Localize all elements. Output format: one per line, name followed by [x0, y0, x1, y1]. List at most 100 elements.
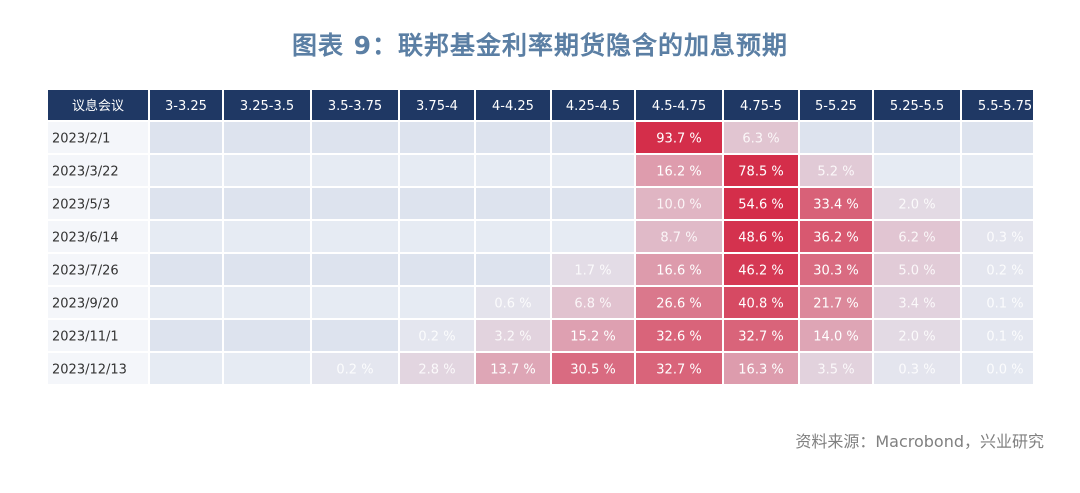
empty-cell — [150, 254, 222, 285]
cell-value-label: 15.2 % — [570, 330, 615, 345]
heatmap-cell — [636, 287, 722, 318]
cell-value-label: 30.3 % — [813, 264, 858, 279]
cell-value-label: 0.3 % — [898, 363, 935, 378]
empty-cell — [150, 188, 222, 219]
row-label: 2023/7/26 — [52, 264, 119, 279]
empty-cell — [400, 221, 474, 252]
cell-value-label: 5.2 % — [817, 165, 854, 180]
cell-value-label: 16.2 % — [656, 165, 701, 180]
heatmap-cell — [874, 221, 960, 252]
column-header-cell — [724, 90, 798, 120]
cell-value-label: 0.2 % — [986, 264, 1023, 279]
empty-cell — [224, 320, 310, 351]
row-label-cell — [48, 254, 148, 285]
cell-value-label: 13.7 % — [490, 363, 535, 378]
empty-cell — [224, 353, 310, 384]
heatmap-cell — [552, 254, 634, 285]
heatmap-cell — [636, 188, 722, 219]
heatmap-cell — [552, 320, 634, 351]
heatmap-cell — [874, 188, 960, 219]
cell-value-label: 21.7 % — [813, 297, 858, 312]
heatmap-cell — [476, 287, 550, 318]
empty-cell — [552, 221, 634, 252]
heatmap-cell — [800, 188, 872, 219]
heatmap-cell — [800, 221, 872, 252]
heatmap-cell — [724, 221, 798, 252]
empty-cell — [224, 188, 310, 219]
column-header-cell — [552, 90, 634, 120]
heatmap-chart: 议息会议 3-3.25 3.25-3.5 3.5-3.75 3.75-4 4-4.25 4.… — [48, 90, 1033, 384]
heatmap-cell — [476, 320, 550, 351]
heatmap-cell — [874, 254, 960, 285]
empty-cell — [150, 122, 222, 153]
heatmap-cell — [874, 353, 960, 384]
empty-cell — [224, 122, 310, 153]
column-header-cell — [800, 90, 872, 120]
empty-cell — [312, 320, 398, 351]
cell-value-label: 32.7 % — [738, 330, 783, 345]
column-header-label: 5.25-5.5 — [890, 99, 944, 114]
empty-cell — [400, 254, 474, 285]
heatmap-cell — [636, 254, 722, 285]
heatmap-cell — [400, 320, 474, 351]
cell-value-label: 6.8 % — [574, 297, 611, 312]
row-label-cell — [48, 353, 148, 384]
heatmap-cell — [552, 287, 634, 318]
empty-cell — [312, 287, 398, 318]
cell-value-label: 78.5 % — [738, 165, 783, 180]
heatmap-cell — [724, 254, 798, 285]
heatmap-cell — [400, 353, 474, 384]
cell-value-label: 0.1 % — [986, 330, 1023, 345]
source-note: 资料来源：Macrobond，兴业研究 — [795, 432, 1044, 451]
empty-cell — [476, 221, 550, 252]
empty-cell — [312, 221, 398, 252]
heatmap-cell — [800, 320, 872, 351]
cell-value-label: 8.7 % — [660, 231, 697, 246]
cell-value-label: 93.7 % — [656, 132, 701, 147]
heatmap-cell — [312, 353, 398, 384]
heatmap-cell — [724, 155, 798, 186]
heatmap-cell — [724, 188, 798, 219]
column-header-label: 4-4.25 — [492, 99, 534, 114]
heatmap-cell — [800, 155, 872, 186]
cell-value-label: 3.2 % — [494, 330, 531, 345]
cell-value-label: 5.0 % — [898, 264, 935, 279]
empty-cell — [224, 221, 310, 252]
empty-cell — [224, 155, 310, 186]
empty-cell — [312, 155, 398, 186]
cell-value-label: 0.1 % — [986, 297, 1023, 312]
empty-cell — [312, 254, 398, 285]
empty-cell — [874, 122, 960, 153]
cell-value-label: 54.6 % — [738, 198, 783, 213]
empty-cell — [552, 155, 634, 186]
empty-cell — [150, 155, 222, 186]
column-header-label: 3-3.25 — [165, 99, 207, 114]
column-header-cell — [874, 90, 960, 120]
column-header-label: 5.5-5.75 — [978, 99, 1032, 114]
heatmap-cell — [476, 353, 550, 384]
empty-cell — [962, 188, 1033, 219]
heatmap-cell — [724, 353, 798, 384]
column-header-cell — [150, 90, 222, 120]
column-header-cell — [962, 90, 1033, 120]
empty-cell — [476, 254, 550, 285]
empty-cell — [476, 122, 550, 153]
row-label: 2023/3/22 — [52, 165, 119, 180]
heatmap-cell — [874, 287, 960, 318]
cell-value-label: 40.8 % — [738, 297, 783, 312]
cell-value-label: 0.2 % — [336, 363, 373, 378]
column-header-label: 3.75-4 — [416, 99, 458, 114]
row-label-cell — [48, 122, 148, 153]
column-header-cell — [224, 90, 310, 120]
empty-cell — [800, 122, 872, 153]
cell-value-label: 0.3 % — [986, 231, 1023, 246]
row-label-cell — [48, 221, 148, 252]
heatmap-cell — [636, 320, 722, 351]
heatmap-cell — [800, 287, 872, 318]
corner-label: 议息会议 — [72, 98, 124, 114]
column-header-cell — [476, 90, 550, 120]
cell-value-label: 32.7 % — [656, 363, 701, 378]
heatmap-cell — [552, 353, 634, 384]
column-header-label: 5-5.25 — [815, 99, 857, 114]
row-label-cell — [48, 188, 148, 219]
